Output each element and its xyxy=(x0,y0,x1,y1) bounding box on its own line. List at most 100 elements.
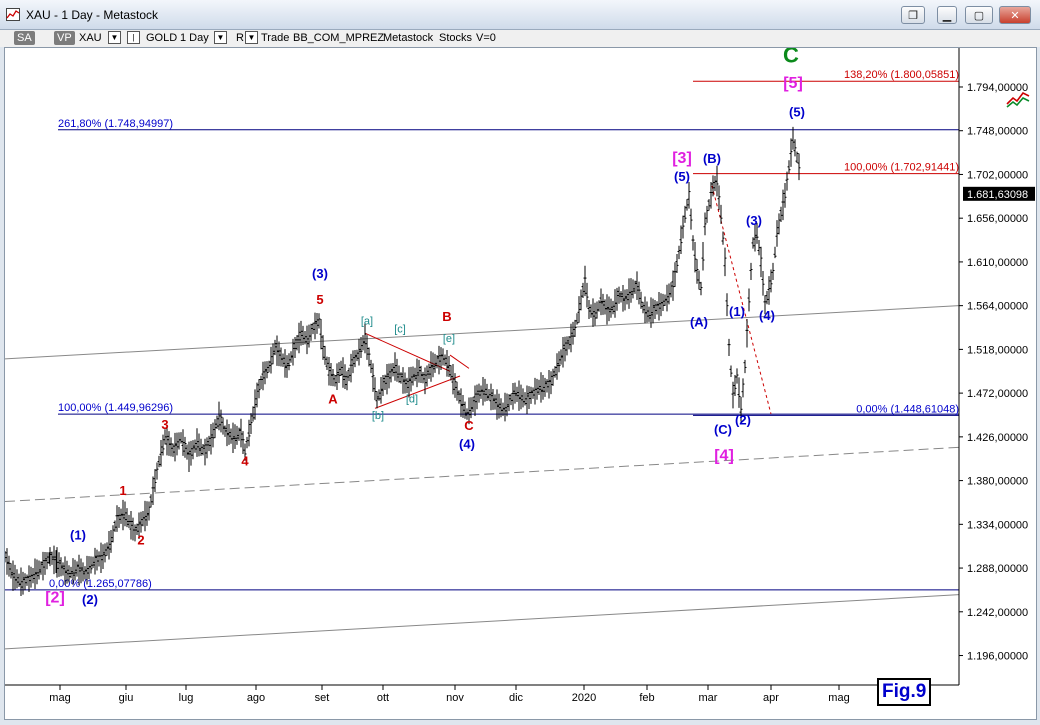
wave-label: (2) xyxy=(82,592,98,607)
y-tick-label: 1.288,00000 xyxy=(967,563,1028,575)
y-tick-label: 1.426,00000 xyxy=(967,432,1028,444)
close-button[interactable]: ✕ xyxy=(999,6,1031,24)
metastock-app-icon xyxy=(6,8,20,21)
x-tick-label: apr xyxy=(763,692,779,704)
x-tick-label: mag xyxy=(828,692,849,704)
chart-area[interactable]: 261,80% (1.748,94997) 100,00% (1.449,9629… xyxy=(4,47,1037,720)
window-title: XAU - 1 Day - Metastock xyxy=(26,8,159,22)
x-tick-label: nov xyxy=(446,692,464,704)
wave-label: [3] xyxy=(672,150,692,167)
maximize-icon: ▢ xyxy=(973,9,985,22)
chevron-down-icon: ▼ xyxy=(216,33,225,42)
y-tick-label: 1.196,00000 xyxy=(967,651,1028,663)
triangle-lower-line xyxy=(374,375,461,409)
wave-label: (5) xyxy=(674,169,690,184)
wave-label: 2 xyxy=(137,532,144,547)
x-tick-label: 2020 xyxy=(572,692,596,704)
fib-level-label: 100,00% (1.702,91441) xyxy=(844,162,959,174)
figure-label: Fig.9 xyxy=(877,678,932,706)
channel-line-dashed xyxy=(5,446,960,503)
r-label: R xyxy=(236,32,244,44)
fib-level-label: 261,80% (1.748,94997) xyxy=(58,118,173,130)
wave-label: [4] xyxy=(714,448,734,465)
y-tick-label: 1.518,00000 xyxy=(967,344,1028,356)
wave-label: [d] xyxy=(406,394,418,406)
y-tick-label: 1.748,00000 xyxy=(967,126,1028,138)
mode-label: Trade xyxy=(261,32,290,44)
wave-label: (1) xyxy=(70,528,86,543)
y-tick-label: 1.610,00000 xyxy=(967,257,1028,269)
channel-line-lower xyxy=(5,594,960,650)
x-tick-label: feb xyxy=(639,692,654,704)
fib-level-label: 0,00% (1.448,61048) xyxy=(856,403,959,415)
wave-label: [2] xyxy=(45,589,65,606)
wave-label: (3) xyxy=(746,213,762,228)
wave-label: [a] xyxy=(361,316,373,328)
wave-label: 1 xyxy=(119,483,126,498)
wave-label: (1) xyxy=(729,304,745,319)
x-tick-label: set xyxy=(315,692,330,704)
y-tick-label: 1.380,00000 xyxy=(967,476,1028,488)
plot-background xyxy=(5,48,959,685)
asset-label: Stocks xyxy=(439,32,473,44)
wave-label: (B) xyxy=(703,151,721,166)
source-label: Metastock xyxy=(383,32,434,44)
x-tick-label: mar xyxy=(699,692,718,704)
wave-label: (2) xyxy=(735,412,751,427)
wave-label: (A) xyxy=(690,315,708,330)
last-price-badge xyxy=(963,186,1035,201)
template-label: BB_COM_MPREZ xyxy=(293,32,385,44)
wave-label: [c] xyxy=(394,323,406,335)
y-tick-label: 1.702,00000 xyxy=(967,169,1028,181)
last-price-label: 1.681,63098 xyxy=(967,189,1028,201)
close-icon: ✕ xyxy=(1010,9,1020,22)
fib-level-label: 100,00% (1.449,96296) xyxy=(58,402,173,414)
channel-line-upper xyxy=(5,305,960,360)
y-tick-label: 1.334,00000 xyxy=(967,519,1028,531)
x-tick-label: mag xyxy=(49,692,70,704)
triangle-upper-line xyxy=(364,332,451,372)
chevron-down-icon: ▼ xyxy=(110,33,119,42)
interval-label: 1 Day xyxy=(180,32,209,44)
x-tick-label: ott xyxy=(377,692,389,704)
y-tick-label: 1.242,00000 xyxy=(967,607,1028,619)
title-bar: XAU - 1 Day - Metastock ❐ ▁ ▢ ✕ xyxy=(0,0,1040,30)
restore-icon: ❐ xyxy=(908,9,918,22)
restore-down-button[interactable]: ❐ xyxy=(901,6,925,24)
wave-label: B xyxy=(442,309,451,324)
sa-button[interactable]: SA xyxy=(14,31,35,45)
x-tick-label: ago xyxy=(247,692,265,704)
r-dropdown[interactable]: ▼ xyxy=(245,31,258,44)
fib-level-label: 138,20% (1.800,05851) xyxy=(844,69,959,81)
minimize-button[interactable]: ▁ xyxy=(937,6,957,24)
wave-label: (5) xyxy=(789,104,805,119)
wave-label: [e] xyxy=(443,333,455,345)
wave-label: A xyxy=(328,392,338,407)
symbol-dropdown[interactable]: ▼ xyxy=(108,31,121,44)
vp-button[interactable]: VP xyxy=(54,31,75,45)
x-tick-label: lug xyxy=(179,692,194,704)
bar-icon: | xyxy=(132,33,135,42)
y-tick-label: 1.472,00000 xyxy=(967,388,1028,400)
wave-label: 4 xyxy=(241,453,249,468)
y-tick-label: 1.794,00000 xyxy=(967,82,1028,94)
wave-label: (C) xyxy=(714,422,732,437)
wave-label: [5] xyxy=(783,75,803,92)
price-chart[interactable]: 261,80% (1.748,94997) 100,00% (1.449,9629… xyxy=(5,48,1036,719)
chevron-down-icon: ▼ xyxy=(247,33,256,42)
y-tick-label: 1.656,00000 xyxy=(967,213,1028,225)
y-tick-label: 1.564,00000 xyxy=(967,301,1028,313)
wave-label: (3) xyxy=(312,266,328,281)
wave-label: (4) xyxy=(459,436,475,451)
fib-level-label: 0,00% (1.265,07786) xyxy=(49,578,152,590)
minimize-icon: ▁ xyxy=(942,9,952,22)
interval-dropdown[interactable]: ▼ xyxy=(214,31,227,44)
wave-label: 3 xyxy=(161,417,168,432)
wave-label: [b] xyxy=(372,410,384,422)
chart-tools-icon[interactable] xyxy=(1005,88,1031,110)
wave-label: 5 xyxy=(316,292,323,307)
x-tick-label: dic xyxy=(509,692,524,704)
period-dropdown[interactable]: | xyxy=(127,31,140,44)
maximize-button[interactable]: ▢ xyxy=(965,6,993,24)
x-tick-label: giu xyxy=(119,692,134,704)
